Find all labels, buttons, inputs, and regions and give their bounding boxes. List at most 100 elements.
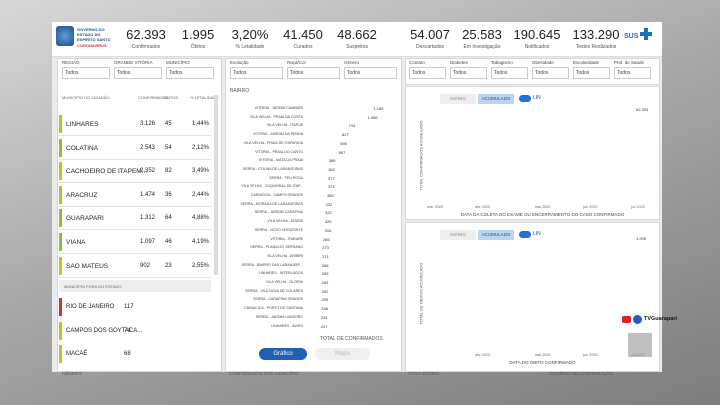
- filter-dropdown[interactable]: [532, 67, 569, 79]
- toggle-button[interactable]: DIÁRIO: [440, 230, 476, 240]
- row-color: [59, 233, 62, 251]
- table-cell: 2.543: [140, 144, 156, 151]
- row-divider: [59, 135, 211, 136]
- row-divider: [59, 229, 211, 231]
- bar-label: SERRA - BAIRRO DAS LARANJEIR...: [241, 262, 303, 267]
- toggle-button[interactable]: ACUMULADO: [478, 230, 514, 240]
- table-header: CONFIRMADOS: [138, 95, 168, 100]
- table-cell: 82: [165, 168, 172, 175]
- filter-dropdown[interactable]: [62, 67, 110, 79]
- switch[interactable]: [519, 231, 531, 238]
- row-divider: [59, 205, 211, 207]
- filter-value: Todos: [169, 70, 183, 76]
- row-divider: [59, 182, 211, 184]
- bar-label: VILA VELHA - ATAÍDE: [267, 219, 303, 224]
- filter-dropdown[interactable]: [114, 67, 162, 79]
- filter-dropdown[interactable]: [287, 67, 340, 79]
- kpi-value: 48.662: [337, 27, 377, 42]
- x-tick-label: mar 2020: [426, 205, 444, 209]
- bar-label: CARIACICA - PORTO DE SANTANA: [244, 306, 303, 311]
- bar-label: VITÓRIA - MATA DA PRAIA: [258, 158, 303, 163]
- table-header: MUNICÍPIO DO CIDADÃO: [62, 95, 110, 100]
- filter-value: Todos: [535, 70, 549, 76]
- bar-value: 743: [348, 123, 356, 129]
- table-cell: 2,44%: [192, 191, 210, 198]
- x-tick-label: mai 2020: [534, 205, 551, 209]
- bar-value: 263: [321, 280, 329, 285]
- bar-label: VITÓRIA - PRAIA DO CANTO: [255, 149, 303, 154]
- toggle-button[interactable]: DIÁRIO: [440, 94, 476, 104]
- table-cell: 2,12%: [192, 144, 210, 151]
- filter-label: Prof. de Saúde: [614, 60, 645, 65]
- bar-label: SERRA - PLANALTO SERRANO: [250, 245, 303, 250]
- x-tick-label: mai 2020: [534, 353, 551, 357]
- bar-label: VITÓRIA - ITARARÉ: [270, 236, 303, 241]
- filter-label: GRANDE VITÓRIA: [114, 60, 153, 65]
- filter-dropdown[interactable]: [166, 67, 214, 79]
- kpi-value: 190.645: [513, 27, 561, 42]
- table-cell: 1.474: [140, 191, 156, 198]
- table-cell: 4,19%: [192, 239, 210, 245]
- kpi-label: % Letalidade: [235, 44, 265, 50]
- filter-dropdown[interactable]: [491, 67, 528, 79]
- filter-dropdown[interactable]: [344, 67, 397, 79]
- bar-value: 265: [321, 271, 329, 277]
- bar-value: 247: [320, 323, 328, 329]
- filter-dropdown[interactable]: [614, 67, 651, 79]
- row-color: [59, 345, 62, 363]
- municipio-name: GUARAPARI: [66, 215, 104, 223]
- bar-value: 356: [326, 193, 334, 198]
- bar-label: SERRA - NOVO HORIZONTE: [254, 227, 303, 232]
- row-color: [59, 138, 62, 157]
- table-cell: 2,55%: [192, 262, 210, 269]
- municipio-name: CAMPOS DOS GOYTACA...: [66, 327, 143, 334]
- toggle-button[interactable]: ACUMULADO: [478, 94, 514, 104]
- municipio-name: RIO DE JANEIRO: [66, 304, 115, 310]
- right-top-panel: [405, 86, 660, 220]
- x-tick-label: abr 2020: [475, 205, 491, 209]
- bar-label: SERRA - CARAPINA GRANDE: [253, 297, 303, 302]
- switch[interactable]: [519, 95, 531, 102]
- bar-value: 259: [321, 297, 329, 303]
- filter-value: Todos: [65, 70, 79, 76]
- row-divider: [59, 253, 211, 254]
- filter-label: Contato: [409, 60, 425, 65]
- row-color: [59, 185, 62, 204]
- bar-value: 266: [321, 262, 329, 268]
- bar-label: SERRA - MORADA DE LARANJEIRAS: [240, 201, 303, 206]
- bar-value: 271: [322, 253, 329, 259]
- x-tick-label: abr 2020: [475, 353, 491, 357]
- filter-dropdown[interactable]: [450, 67, 487, 79]
- filter-dropdown[interactable]: [573, 67, 610, 79]
- filter-value: Todos: [117, 70, 131, 76]
- kpi-label: Óbitos: [190, 44, 206, 50]
- table-cell: 902: [140, 262, 151, 269]
- footer-label: CRITÉRIO DE CONFIRMAÇÃO: [549, 371, 614, 376]
- footer-label: GÊNERO: [62, 371, 82, 376]
- button[interactable]: Gráfico: [259, 348, 307, 360]
- table-cell: 1,44%: [192, 121, 210, 127]
- facebook-icon: [633, 315, 642, 324]
- bar-value: 595: [340, 140, 347, 146]
- table-cell: 1.312: [140, 215, 156, 222]
- bar-label: LINHARES - AVISO: [271, 323, 303, 328]
- bar-label: SERRA - JARDIM CARAPINA: [254, 210, 303, 215]
- table-cell: 117: [124, 304, 134, 310]
- table-cell: 54: [165, 144, 172, 151]
- bar-label: VILA VELHA - PRAIA DE ITAPARICA: [243, 140, 303, 145]
- row-divider: [59, 158, 211, 160]
- bar-value: 256: [321, 306, 328, 312]
- filter-value: Todos: [412, 70, 426, 76]
- table-cell: 45: [165, 121, 172, 127]
- filter-value: Todos: [494, 70, 508, 76]
- filter-dropdown[interactable]: [409, 67, 446, 79]
- scroll-top-button[interactable]: [628, 333, 652, 357]
- bar-value: 373: [327, 184, 335, 190]
- filter-label: Raça/Cor: [287, 60, 307, 65]
- table-cell: 68: [124, 351, 131, 357]
- end-label: 62.393: [636, 106, 649, 112]
- bar-value: 322: [324, 210, 332, 216]
- bar-label: SERRA - COLINA DE LARANJEIRAS: [242, 166, 303, 171]
- filter-dropdown[interactable]: [230, 67, 283, 79]
- button[interactable]: Mapa: [315, 348, 370, 360]
